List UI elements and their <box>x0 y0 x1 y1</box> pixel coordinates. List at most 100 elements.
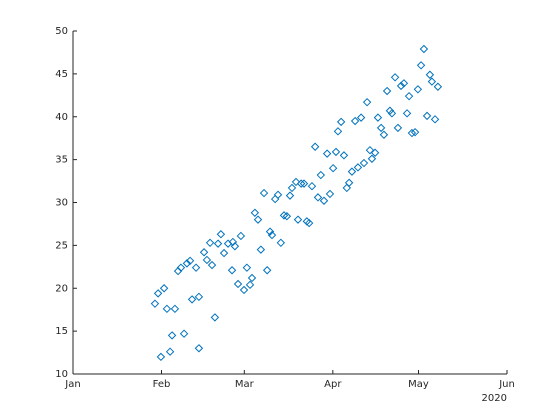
point <box>199 248 209 257</box>
point <box>365 145 375 155</box>
point <box>393 123 403 133</box>
point <box>304 218 314 228</box>
point <box>247 273 257 283</box>
point <box>253 215 263 224</box>
y-tick-label: 40 <box>55 112 68 123</box>
point <box>376 123 386 133</box>
point <box>410 127 420 137</box>
point <box>210 313 220 322</box>
point <box>293 215 303 224</box>
point <box>399 79 409 88</box>
point <box>159 284 169 293</box>
point <box>219 248 229 258</box>
point <box>339 151 349 160</box>
point <box>344 178 354 187</box>
x-tick-label: Jun <box>498 379 515 390</box>
point <box>328 163 338 173</box>
y-tick-label: 35 <box>55 155 68 166</box>
point <box>173 266 183 276</box>
point <box>331 147 341 157</box>
y-tick-label: 30 <box>55 198 68 209</box>
x-tick-label: May <box>408 379 429 390</box>
point <box>390 73 400 82</box>
point <box>316 170 326 180</box>
point <box>425 70 435 79</box>
point <box>347 167 357 176</box>
point <box>367 154 377 163</box>
point <box>167 331 177 340</box>
point <box>250 208 260 217</box>
point <box>170 304 180 314</box>
point <box>165 347 175 356</box>
point <box>176 263 186 272</box>
point <box>239 285 249 295</box>
point <box>282 212 292 221</box>
x-tick-label: Apr <box>324 379 342 390</box>
point <box>287 183 297 193</box>
x-tick-label: Feb <box>153 379 171 390</box>
point <box>185 256 195 266</box>
y-tick-label: 45 <box>55 69 68 80</box>
point <box>285 191 295 200</box>
point <box>233 279 243 289</box>
point <box>256 245 266 254</box>
point <box>325 189 335 199</box>
point <box>402 109 412 118</box>
point <box>373 113 383 122</box>
point <box>353 163 363 172</box>
point <box>359 158 369 168</box>
point <box>322 149 332 158</box>
y-tick-label: 25 <box>55 240 68 251</box>
x-secondary-label: 2020 <box>482 393 507 404</box>
y-tick-label: 50 <box>55 26 68 37</box>
point <box>422 111 432 121</box>
point <box>182 259 192 268</box>
point <box>153 289 163 298</box>
y-tick-label: 10 <box>55 369 68 380</box>
point <box>296 179 306 188</box>
point <box>350 116 360 126</box>
x-tick-label: Mar <box>235 379 255 390</box>
point <box>162 304 172 314</box>
point <box>191 263 201 272</box>
point <box>307 182 317 191</box>
point <box>205 238 215 248</box>
point <box>262 266 272 275</box>
point <box>276 238 286 248</box>
point <box>319 196 329 205</box>
point <box>228 237 238 247</box>
point <box>265 227 275 236</box>
y-tick-label: 15 <box>55 326 68 337</box>
point <box>194 344 204 353</box>
point <box>279 211 289 220</box>
point <box>416 61 426 70</box>
point <box>227 266 237 275</box>
point <box>382 86 392 96</box>
point <box>333 127 343 136</box>
x-tick-label: Jan <box>64 379 80 390</box>
point <box>310 142 320 151</box>
point <box>370 148 380 157</box>
point <box>407 128 417 138</box>
point <box>150 299 160 308</box>
point <box>379 130 389 139</box>
point <box>187 295 197 304</box>
point <box>267 230 277 240</box>
point <box>396 81 406 91</box>
point <box>202 255 212 265</box>
point <box>236 231 246 241</box>
point <box>156 352 166 362</box>
point <box>273 190 283 199</box>
y-tick-label: 20 <box>55 283 68 294</box>
point <box>291 177 301 187</box>
point <box>194 292 204 302</box>
point <box>362 97 372 107</box>
point <box>336 117 346 127</box>
point <box>356 113 366 122</box>
point <box>313 193 323 202</box>
point <box>387 109 397 118</box>
point <box>419 44 429 54</box>
point <box>404 91 414 101</box>
